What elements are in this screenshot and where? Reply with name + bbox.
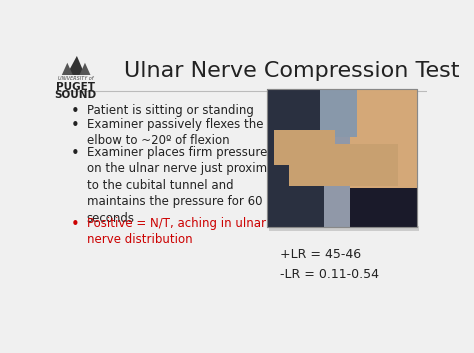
FancyBboxPatch shape [267, 89, 418, 227]
Text: +LR = 45-46: +LR = 45-46 [280, 247, 361, 261]
FancyBboxPatch shape [350, 89, 418, 227]
Text: •: • [70, 217, 79, 232]
Polygon shape [66, 56, 85, 75]
Text: Examiner passively flexes the
elbow to ~20º of flexion: Examiner passively flexes the elbow to ~… [87, 118, 263, 147]
Text: Examiner places firm pressure
on the ulnar nerve just proximal
to the cubital tu: Examiner places firm pressure on the uln… [87, 146, 278, 225]
Polygon shape [80, 63, 91, 75]
Text: •: • [70, 146, 79, 161]
Text: •: • [70, 103, 79, 119]
Text: Patient is sitting or standing: Patient is sitting or standing [87, 103, 254, 116]
Text: PUGET: PUGET [56, 82, 95, 92]
Text: Ulnar Nerve Compression Test: Ulnar Nerve Compression Test [124, 61, 459, 82]
FancyBboxPatch shape [319, 89, 357, 137]
FancyBboxPatch shape [269, 226, 419, 231]
FancyBboxPatch shape [350, 189, 418, 227]
Text: UNIVERSITY of: UNIVERSITY of [58, 76, 93, 81]
FancyBboxPatch shape [267, 89, 324, 227]
FancyBboxPatch shape [290, 144, 398, 186]
Polygon shape [62, 63, 73, 75]
Text: Positive = N/T, aching in ulnar
nerve distribution: Positive = N/T, aching in ulnar nerve di… [87, 217, 266, 246]
Text: •: • [70, 118, 79, 133]
FancyBboxPatch shape [274, 130, 335, 165]
Text: -LR = 0.11-0.54: -LR = 0.11-0.54 [280, 268, 379, 281]
Text: SOUND: SOUND [55, 90, 97, 100]
